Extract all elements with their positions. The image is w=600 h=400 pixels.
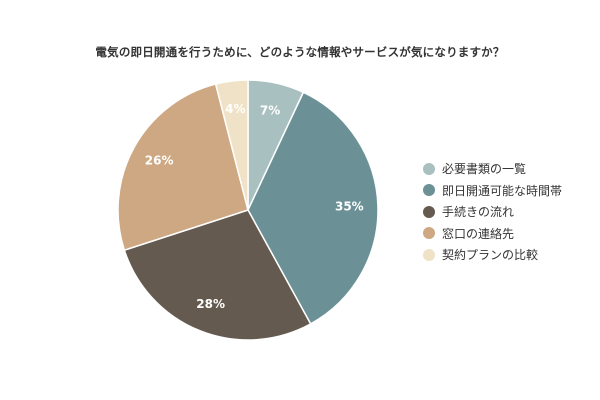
legend-swatch: [423, 227, 435, 240]
pie-slice-5: [214, 79, 249, 211]
chart-legend: 必要書類の一覧即日開通可能な時間帯 手続きの流れ 窓口の連絡先契約プランの比較: [423, 158, 562, 266]
chart-title: 電気の即日開通を行うために、どのような情報やサービスが気になりますか？: [95, 45, 505, 59]
slice-value-label: 35%: [335, 199, 364, 213]
legend-item: 必要書類の一覧: [423, 158, 562, 180]
legend-label: 即日開通可能な時間帯: [442, 183, 563, 198]
pie-slice-2: [247, 91, 379, 325]
slice-value-label: 28%: [196, 297, 225, 311]
legend-item: 手続きの流れ: [423, 201, 562, 223]
pie-slice-4: [117, 83, 249, 252]
legend-item: 窓口の連絡先: [423, 223, 562, 245]
legend-label: 必要書類の一覧: [442, 162, 527, 177]
slice-value-label: 4%: [225, 102, 245, 116]
legend-item: 契約プランの比較: [423, 244, 562, 266]
legend-label: 契約プランの比較: [442, 248, 539, 263]
legend-swatch: [423, 248, 435, 261]
pie-slice-3: [123, 209, 312, 341]
legend-swatch: [423, 205, 435, 218]
legend-item: 即日開通可能な時間帯: [423, 180, 562, 202]
slice-value-label: 26%: [145, 154, 174, 168]
legend-label: 窓口の連絡先: [442, 226, 515, 241]
slice-value-label: 7%: [260, 104, 280, 118]
legend-label: 手続きの流れ: [442, 205, 515, 220]
legend-swatch: [423, 162, 435, 175]
legend-swatch: [423, 184, 435, 197]
